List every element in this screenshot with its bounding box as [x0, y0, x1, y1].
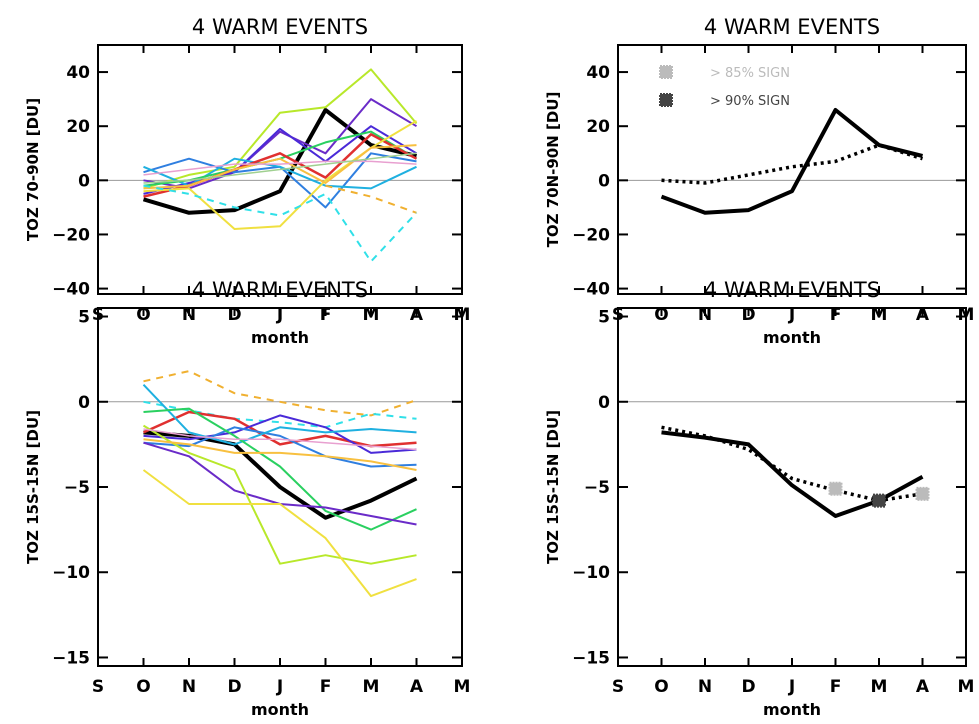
- series-line-6: [143, 426, 417, 468]
- chart-title: 4 WARM EVENTS: [704, 15, 880, 39]
- chart-panel-4: 4 WARM EVENTS S O N D J F M A M −15 −10 −5 0 5 month TOZ…: [544, 278, 974, 719]
- x-tick-label: A: [410, 677, 424, 697]
- y-tick-label: −40: [572, 280, 610, 300]
- series-line-13: [143, 428, 417, 451]
- series-line-2: [143, 370, 417, 417]
- series-line-12: [143, 184, 418, 263]
- y-tick-label: 40: [586, 63, 610, 83]
- x-tick-label: O: [136, 677, 150, 697]
- x-axis-label: month: [251, 328, 309, 347]
- y-tick-label: −15: [52, 648, 90, 668]
- y-tick-label: −20: [52, 225, 90, 245]
- chart-title: 4 WARM EVENTS: [192, 15, 368, 39]
- y-tick-label: 5: [598, 308, 610, 328]
- significance-marker-2: [872, 493, 886, 508]
- series-line-7: [142, 384, 417, 446]
- x-tick-label: F: [830, 677, 842, 697]
- series-line-14: [143, 152, 417, 184]
- x-tick-label: O: [654, 677, 668, 697]
- x-tick-label: N: [182, 677, 196, 697]
- series-line-11: [325, 184, 417, 214]
- series-line-10: [143, 144, 417, 190]
- y-tick-label: −5: [64, 478, 90, 498]
- y-axis-label: TOZ 15S-15N [DU]: [24, 410, 42, 564]
- y-tick-label: −10: [572, 563, 610, 583]
- series-line-11: [142, 469, 417, 598]
- y-tick-label: −10: [52, 563, 90, 583]
- x-tick-label: M: [454, 677, 471, 697]
- series-line-8: [143, 407, 417, 531]
- series-line-2: [661, 143, 924, 185]
- x-tick-label: S: [612, 677, 624, 697]
- series-line-10: [142, 424, 417, 565]
- x-tick-label: S: [92, 677, 104, 697]
- legend-label-1: > 85% SIGN: [710, 66, 790, 81]
- y-tick-label: −15: [572, 648, 610, 668]
- y-axis-label: TOZ 70-90N [DU]: [24, 98, 42, 241]
- y-tick-label: 0: [598, 171, 610, 191]
- y-axis-label: TOZ 70N-90N [DU]: [544, 92, 562, 248]
- y-tick-label: 5: [78, 308, 90, 328]
- chart-panel-2: 4 WARM EVENTS> 85% SIGN> 90% SIGNSONDJFM…: [544, 15, 974, 347]
- series-line-4: [143, 125, 418, 195]
- significance-marker-3: [915, 486, 930, 501]
- series-line-12: [143, 438, 417, 471]
- y-tick-label: 20: [586, 117, 610, 137]
- chart-panel-3: 4 WARM EVENTS S O N D J F M A M −15 −10 −5 0 5 month TOZ…: [24, 278, 470, 719]
- x-tick-label: J: [276, 677, 283, 697]
- x-axis-label: month: [251, 700, 309, 719]
- series-line-2: [143, 68, 418, 190]
- x-tick-label: J: [788, 677, 795, 697]
- y-tick-label: 0: [78, 393, 90, 413]
- chart-title: 4 WARM EVENTS: [704, 278, 880, 302]
- x-tick-label: F: [320, 677, 332, 697]
- y-tick-label: −40: [52, 280, 90, 300]
- series-line-6: [143, 157, 417, 190]
- y-tick-label: 20: [66, 117, 90, 137]
- y-tick-label: −20: [572, 225, 610, 245]
- x-axis-label: month: [763, 328, 821, 347]
- x-axis-label: month: [763, 700, 821, 719]
- legend-marker-2: [659, 93, 673, 107]
- series-line-1: [142, 108, 417, 215]
- x-tick-label: M: [363, 677, 380, 697]
- chart-title: 4 WARM EVENTS: [192, 278, 368, 302]
- series-line-1: [660, 108, 923, 215]
- x-tick-label: D: [741, 677, 755, 697]
- x-tick-label: N: [698, 677, 712, 697]
- y-tick-label: 0: [78, 171, 90, 191]
- y-tick-label: −5: [584, 478, 610, 498]
- y-tick-label: 40: [66, 63, 90, 83]
- x-tick-label: M: [958, 677, 975, 697]
- series-line-13: [143, 160, 417, 176]
- legend-marker-1: [659, 65, 673, 79]
- x-tick-label: M: [871, 677, 888, 697]
- legend-label-2: > 90% SIGN: [710, 94, 790, 109]
- series-line-9: [143, 441, 417, 526]
- y-tick-label: 0: [598, 393, 610, 413]
- chart-panel-1: 4 WARM EVENTSSONDJFMAM−40−2002040monthTO…: [24, 15, 470, 347]
- y-axis-label: TOZ 15S-15N [DU]: [544, 410, 562, 564]
- significance-marker-1: [828, 481, 843, 496]
- plot-frame: [617, 44, 967, 295]
- series-line-5: [143, 414, 417, 454]
- x-tick-label: D: [227, 677, 241, 697]
- x-tick-label: A: [916, 677, 930, 697]
